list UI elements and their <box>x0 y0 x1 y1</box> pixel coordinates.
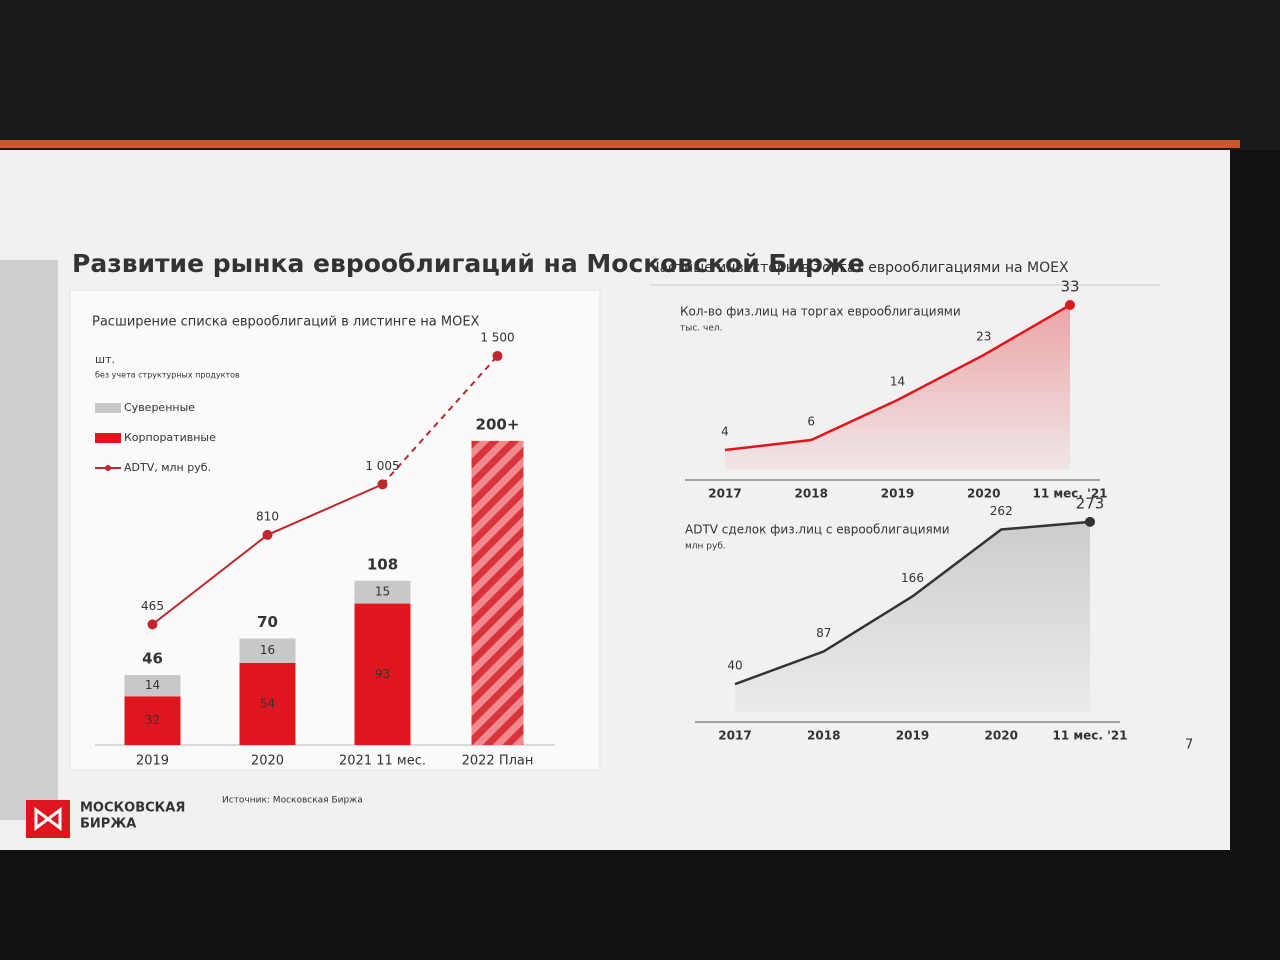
unit: шт. <box>95 353 115 366</box>
bar-value-label: 16 <box>260 643 275 657</box>
adtv-label: 1 005 <box>365 459 399 473</box>
end-point <box>1085 516 1095 527</box>
legend-label: ADTV, млн руб. <box>124 461 211 474</box>
bar-value-label: 15 <box>375 585 390 599</box>
legend-dot <box>105 465 111 471</box>
value-label: 87 <box>816 626 831 640</box>
value-label: 262 <box>990 504 1013 518</box>
unit: млн руб. <box>685 542 726 552</box>
x-tick-label: 2021 11 мес. <box>339 754 426 769</box>
adtv-label: 465 <box>141 599 164 613</box>
line <box>734 520 1091 686</box>
area <box>725 305 1070 470</box>
bar-value-label: 54 <box>260 696 275 710</box>
screen-edge <box>0 140 1240 148</box>
x-tick-label: 2019 <box>896 729 929 743</box>
value-label: 166 <box>901 571 924 585</box>
adtv-label: 810 <box>256 509 279 523</box>
line <box>724 303 1071 452</box>
x-tick-label: 2020 <box>967 487 1000 501</box>
source: Источник: Московская Биржа <box>222 796 363 806</box>
value-label: 4 <box>721 425 729 439</box>
total-label: 108 <box>367 555 398 573</box>
bar-value-label: 32 <box>145 713 160 727</box>
x-tick-label: 11 мес. '21 <box>1032 487 1107 501</box>
value-label: 33 <box>1060 278 1079 296</box>
x-tick-label: 2020 <box>985 729 1018 743</box>
value-label: 273 <box>1076 494 1105 512</box>
x-tick-label: 2018 <box>795 487 828 501</box>
x-tick-label: 2019 <box>881 487 914 501</box>
value-label: 23 <box>976 330 991 344</box>
x-tick-label: 2019 <box>136 754 169 769</box>
adtv-point <box>147 619 158 630</box>
logo-text: МОСКОВСКАЯ <box>80 801 185 816</box>
value-label: 6 <box>807 415 815 429</box>
bar-value-label: 14 <box>145 678 160 692</box>
chart-title: Кол-во физ.лиц на торгах еврооблигациями <box>680 305 961 319</box>
x-tick-label: 2017 <box>718 729 751 743</box>
bar-segment <box>354 580 411 604</box>
legend-label: Суверенные <box>124 401 195 414</box>
panel-title: Частные инвесторы в торгах еврооблигация… <box>650 260 1069 276</box>
slide-title: Развитие рынка еврооблигаций на Московск… <box>72 249 865 278</box>
x-tick-label: 11 мес. '21 <box>1052 729 1127 743</box>
bar-segment <box>124 675 181 697</box>
page-number: 7 <box>1185 738 1193 753</box>
legend-label: Корпоративные <box>124 431 216 444</box>
adtv-point <box>377 479 388 490</box>
background <box>0 0 1280 150</box>
bar-segment <box>354 603 411 745</box>
x-tick-label: 2020 <box>251 754 284 769</box>
unit: тыс. чел. <box>680 324 723 334</box>
total-label: 200+ <box>476 415 520 433</box>
total-label: 46 <box>142 650 163 668</box>
adtv-point <box>492 350 503 361</box>
bar-segment <box>124 696 181 745</box>
legend-swatch <box>95 433 121 443</box>
chart-title: ADTV сделок физ.лиц с еврооблигациями <box>685 523 950 537</box>
value-label: 14 <box>890 375 905 389</box>
plan-bar <box>471 440 524 745</box>
total-label: 70 <box>257 613 278 631</box>
bar-value-label: 93 <box>375 667 390 681</box>
side-panel <box>0 260 58 820</box>
area <box>735 521 1090 712</box>
logo-icon <box>34 807 62 831</box>
legend-swatch <box>95 403 121 413</box>
logo-text: БИРЖА <box>80 817 136 832</box>
value-label: 40 <box>727 659 742 673</box>
adtv-point <box>262 529 273 540</box>
x-tick-label: 2022 План <box>462 754 534 769</box>
adtv-label: 1 500 <box>480 330 514 344</box>
bar-segment <box>239 662 296 745</box>
note: без учета структурных продуктов <box>95 371 240 380</box>
x-tick-label: 2017 <box>708 487 741 501</box>
chart-title: Расширение списка еврооблигаций в листин… <box>92 315 480 330</box>
x-tick-label: 2018 <box>807 729 840 743</box>
end-point <box>1065 300 1075 310</box>
adtv-line <box>381 355 499 485</box>
bar-segment <box>239 638 296 663</box>
